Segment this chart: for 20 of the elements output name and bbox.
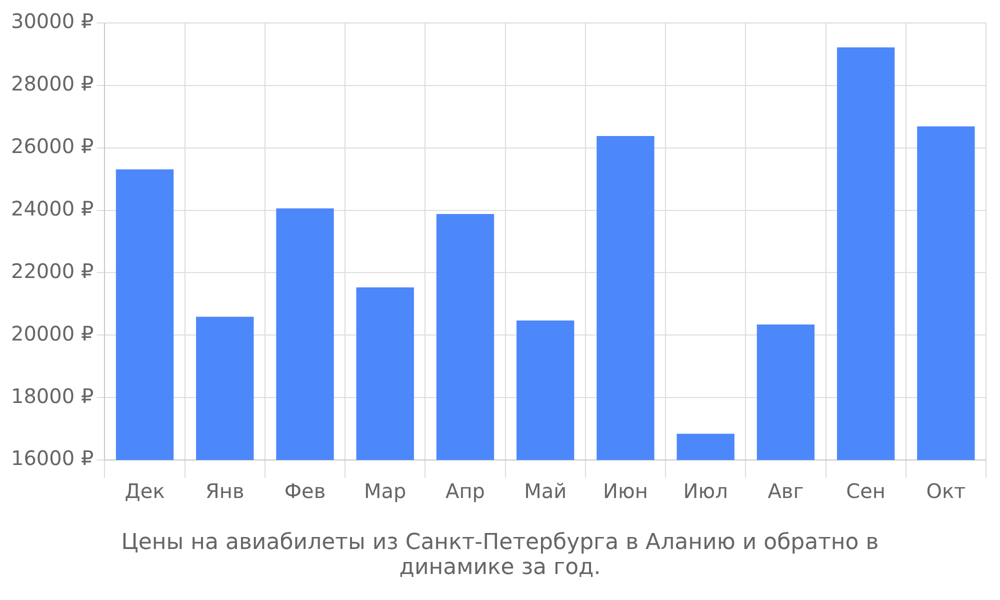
x-tick-label: Дек	[124, 479, 165, 504]
text: Цены на авиабилеты из Санкт-Петербурга в Аланию и обратно в динамике за год.	[120, 530, 880, 580]
y-tick-label: 20000 ₽	[10, 321, 94, 346]
y-tick-label: 22000 ₽	[10, 258, 94, 283]
y-tick-label: 30000 ₽	[10, 9, 94, 34]
x-tick-label: Мар	[364, 479, 406, 504]
x-tick-label: Окт	[926, 479, 966, 504]
y-tick-label: 18000 ₽	[10, 384, 94, 408]
x-tick-label: Июн	[603, 479, 648, 504]
x-tick-label: Апр	[446, 479, 485, 504]
x-tick-label: Фев	[284, 479, 326, 504]
x-tick-label: Янв	[206, 479, 244, 504]
x-tick-label: Сен	[846, 479, 886, 504]
y-tick-label: 16000 ₽	[10, 446, 94, 470]
y-tick-label: 26000 ₽	[10, 134, 94, 158]
y-tick-label: 28000 ₽	[10, 72, 94, 96]
x-tick-label: Авг	[768, 479, 804, 504]
x-tick-label: Май	[524, 479, 567, 504]
x-tick-label: Июл	[683, 479, 728, 504]
y-tick-label: 24000 ₽	[10, 196, 94, 220]
